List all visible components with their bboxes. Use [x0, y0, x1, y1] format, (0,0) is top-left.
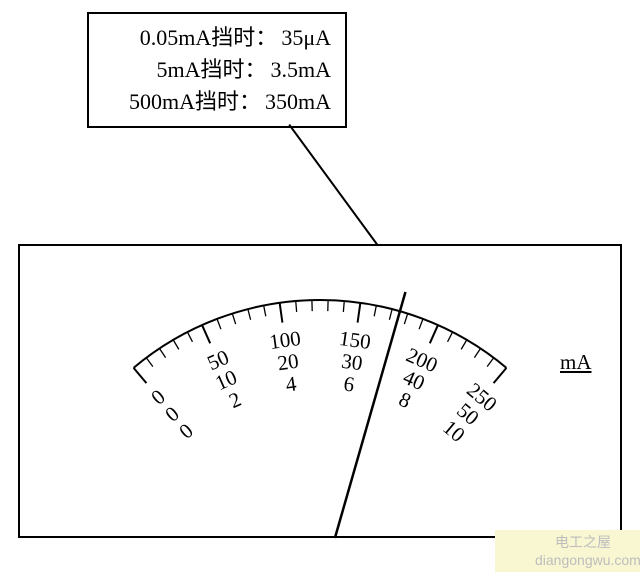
gauge-svg	[0, 0, 640, 572]
watermark-line2: diangongwu.com	[535, 552, 640, 568]
unit-label: mA	[560, 350, 592, 375]
watermark-line1: 电工之屋	[555, 532, 611, 552]
